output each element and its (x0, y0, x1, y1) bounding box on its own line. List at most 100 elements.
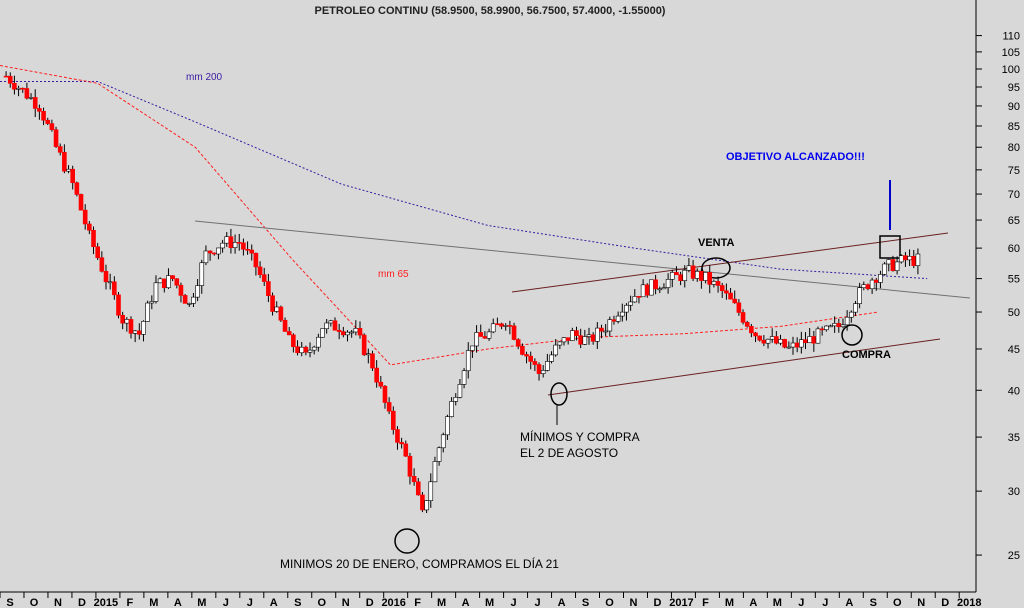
candle-up (366, 353, 371, 356)
x-tick-label: S (294, 597, 301, 608)
candle-up (570, 330, 575, 341)
candle-up (886, 259, 892, 265)
candle-down (865, 284, 871, 290)
candle-down (24, 88, 30, 99)
candle-up (28, 97, 34, 99)
candle-up (557, 341, 563, 346)
candle-down (87, 223, 92, 231)
candle-up (461, 370, 467, 385)
candle-up (436, 447, 442, 462)
candle-up (428, 481, 434, 501)
candle-down (794, 342, 800, 348)
candle-up (440, 434, 446, 449)
candle-up (628, 301, 633, 306)
x-tick-label: M (197, 597, 206, 608)
candle-up (615, 315, 621, 322)
candle-up (703, 272, 708, 281)
candle-up (861, 284, 867, 288)
x-tick-label: 2016 (381, 597, 405, 608)
channel-lower-line (547, 338, 941, 396)
agosto-date-label: EL 2 DE AGOSTO (520, 446, 618, 460)
candle-down (62, 152, 67, 172)
y-tick-label: 45 (1008, 344, 1020, 356)
candle-up (894, 261, 900, 271)
x-tick-label: D (366, 597, 374, 608)
candle-up (274, 306, 280, 312)
x-tick-label: D (78, 597, 86, 608)
y-tick-label: 95 (1008, 82, 1020, 94)
candle-up (203, 250, 209, 264)
x-tick-label: A (558, 597, 566, 608)
candle-down (532, 361, 538, 365)
candle-down (390, 410, 396, 430)
candle-up (486, 331, 492, 339)
candle-down (744, 321, 750, 327)
x-tick-label: O (317, 597, 326, 608)
candle-up (878, 274, 883, 283)
candle-down (819, 328, 825, 331)
y-tick-label: 75 (1008, 165, 1020, 177)
candle-down (253, 252, 259, 268)
candle-down (565, 337, 571, 341)
candle-down (57, 146, 63, 153)
candle-down (653, 279, 658, 290)
x-tick-label: F (702, 597, 709, 608)
candle-up (107, 281, 113, 284)
candle-down (303, 346, 309, 353)
objetivo-label: OBJETIVO ALCANZADO!!! (726, 151, 865, 163)
candle-up (778, 339, 783, 344)
candle-up (815, 328, 821, 344)
mm65-label: mm 65 (378, 269, 409, 280)
candle-down (70, 168, 75, 184)
x-tick-label: A (270, 597, 278, 608)
candle-down (728, 292, 733, 300)
minimos-agosto-label: MÍNIMOS Y COMPRA (520, 429, 640, 444)
candle-down (286, 331, 292, 336)
candle-down (782, 339, 787, 348)
candle-down (336, 329, 342, 332)
candle-up (603, 330, 608, 333)
candle-down (120, 314, 125, 324)
candle-down (732, 298, 738, 304)
candle-down (236, 242, 242, 244)
mm65-line (0, 65, 879, 366)
candle-up (853, 303, 858, 313)
candle-up (328, 320, 334, 324)
candle-up (132, 330, 138, 334)
candle-up (540, 370, 546, 374)
x-tick-label: D (653, 597, 661, 608)
y-tick-label: 100 (1002, 64, 1020, 76)
x-tick-label: O (30, 597, 39, 608)
candle-down (245, 248, 250, 251)
minimum-aug-circle (550, 382, 568, 406)
candle-up (619, 311, 625, 317)
candle-up (790, 342, 796, 348)
candle-up (449, 401, 454, 417)
x-tick-label: O (605, 597, 614, 608)
candle-down (95, 246, 100, 258)
y-tick-label: 90 (1008, 101, 1020, 113)
candle-down (241, 242, 246, 250)
candle-down (511, 325, 517, 340)
y-tick-label: 85 (1008, 121, 1020, 133)
y-tick-label: 70 (1008, 189, 1020, 201)
candle-down (332, 320, 338, 331)
mm200-label: mm 200 (186, 72, 223, 83)
x-tick-label: J (535, 597, 541, 608)
candle-up (582, 336, 588, 345)
candle-down (74, 182, 80, 195)
candle-down (611, 319, 617, 322)
candle-down (103, 271, 109, 283)
candle-up (353, 328, 359, 333)
mm200-line (0, 80, 928, 280)
x-tick-label: J (223, 597, 229, 608)
x-tick-label: N (630, 597, 638, 608)
candle-up (649, 279, 654, 296)
x-tick-label: S (870, 597, 877, 608)
candle-up (149, 301, 155, 304)
candle-up (220, 242, 225, 249)
candle-up (840, 324, 846, 328)
candle-up (665, 279, 671, 288)
x-tick-label: J (798, 597, 804, 608)
